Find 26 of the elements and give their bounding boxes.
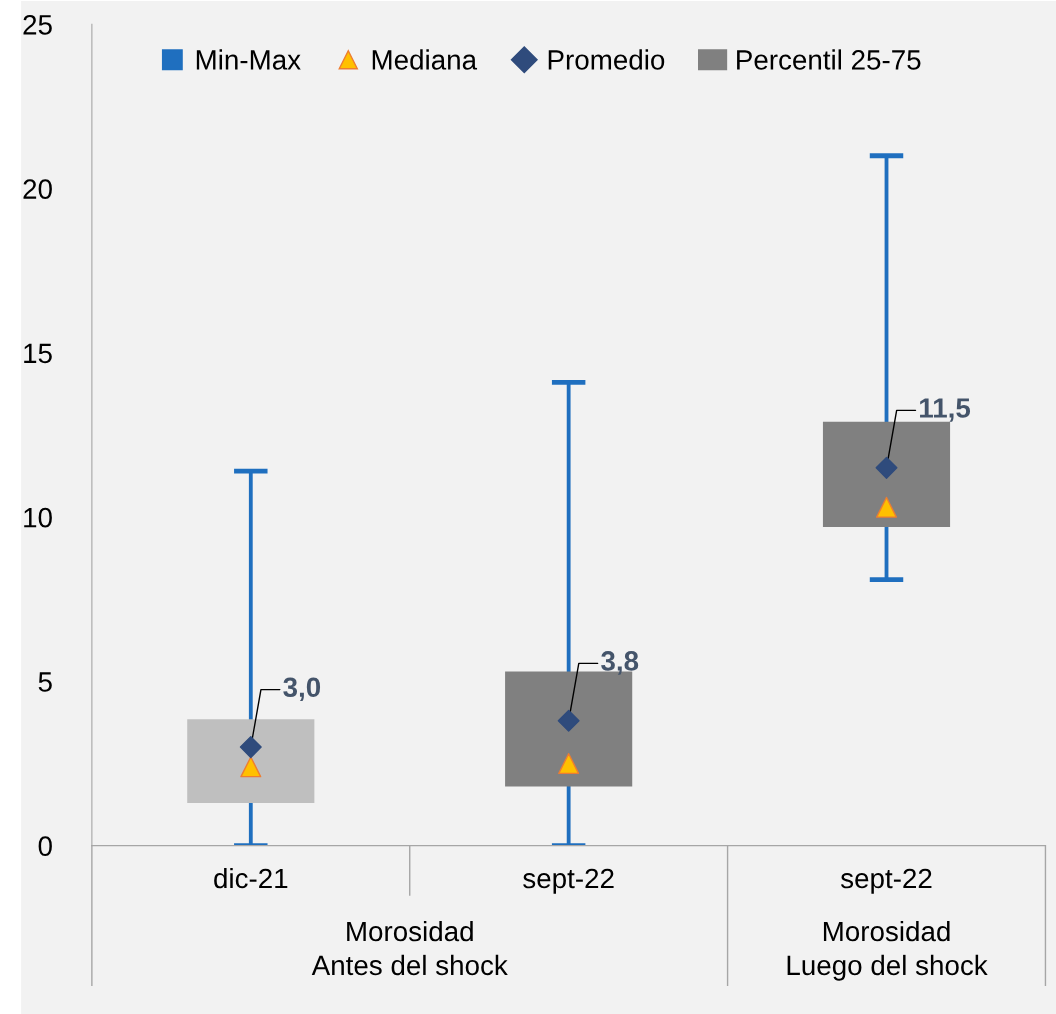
y-tick-label: 5	[38, 672, 52, 692]
data-label: 3,8	[601, 651, 639, 675]
legend-label: Promedio	[548, 49, 665, 70]
point	[875, 456, 898, 479]
point	[875, 496, 898, 518]
legend-label: Mediana	[372, 49, 478, 70]
y-tick-label: 10	[24, 507, 52, 528]
bar	[822, 421, 951, 527]
x-tick-label: dic-21	[214, 867, 288, 889]
bar	[187, 719, 315, 803]
legend-label: Percentil 25-75	[737, 49, 921, 70]
data-label: 3,0	[283, 677, 321, 702]
y-tick-label: 20	[23, 179, 52, 199]
x-tick-label: sept-22	[840, 868, 932, 894]
x-tick-label: sept-22	[523, 868, 614, 894]
point	[240, 756, 262, 778]
legend-label: Min-Max	[196, 49, 301, 70]
point	[239, 736, 262, 759]
point	[558, 753, 580, 775]
y-tick-label: 25	[23, 15, 52, 35]
text: Morosidad Luego del shock	[787, 920, 988, 981]
data-label: 11,5	[920, 398, 971, 422]
point	[557, 709, 580, 732]
y-tick-label: 0	[38, 836, 52, 857]
y-tick-label: 15	[24, 343, 52, 364]
text: Morosidad Antes del shock	[311, 920, 508, 976]
